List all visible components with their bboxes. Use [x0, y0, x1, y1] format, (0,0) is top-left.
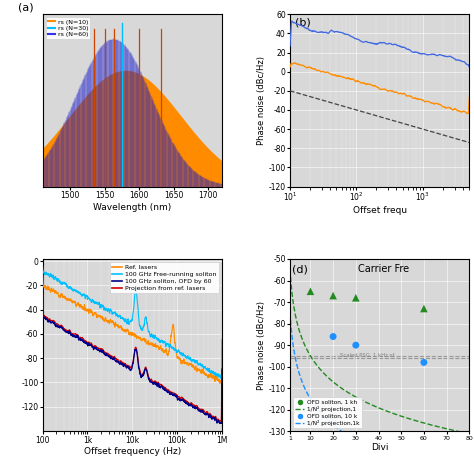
X-axis label: Offset frequency (Hz): Offset frequency (Hz) — [83, 447, 181, 456]
Text: Carrier Fre: Carrier Fre — [358, 264, 409, 274]
X-axis label: Divi: Divi — [371, 443, 388, 452]
Text: (a): (a) — [18, 2, 34, 12]
Point — [329, 292, 337, 300]
Point — [420, 359, 428, 366]
X-axis label: Wavelength (nm): Wavelength (nm) — [93, 202, 172, 211]
Y-axis label: Phase noise (dBc/Hz): Phase noise (dBc/Hz) — [257, 56, 266, 145]
Point — [329, 333, 337, 340]
Legend: rs (N=10), rs (N=30), rs (N=60): rs (N=10), rs (N=30), rs (N=60) — [46, 18, 90, 39]
Text: (b): (b) — [295, 18, 311, 27]
Y-axis label: Phase noise (dBc/Hz): Phase noise (dBc/Hz) — [257, 301, 266, 390]
Text: (d): (d) — [292, 264, 308, 274]
Text: Scaled PSG, 1 kHz of: Scaled PSG, 1 kHz of — [340, 353, 394, 358]
X-axis label: Offset frequ: Offset frequ — [353, 206, 407, 215]
Legend: OFD soliton, 1 kh, 1/N² projection,1, OFD soliton, 10 k, 1/N² projection,1k: OFD soliton, 1 kh, 1/N² projection,1, OF… — [293, 397, 362, 428]
Point — [420, 305, 428, 312]
Point — [352, 341, 360, 349]
Point — [352, 294, 360, 301]
Legend: Ref. lasers, 100 GHz Free-running soliton, 100 GHz soliton, OFD by 60, Projectio: Ref. lasers, 100 GHz Free-running solito… — [110, 262, 219, 293]
Point — [307, 288, 314, 295]
